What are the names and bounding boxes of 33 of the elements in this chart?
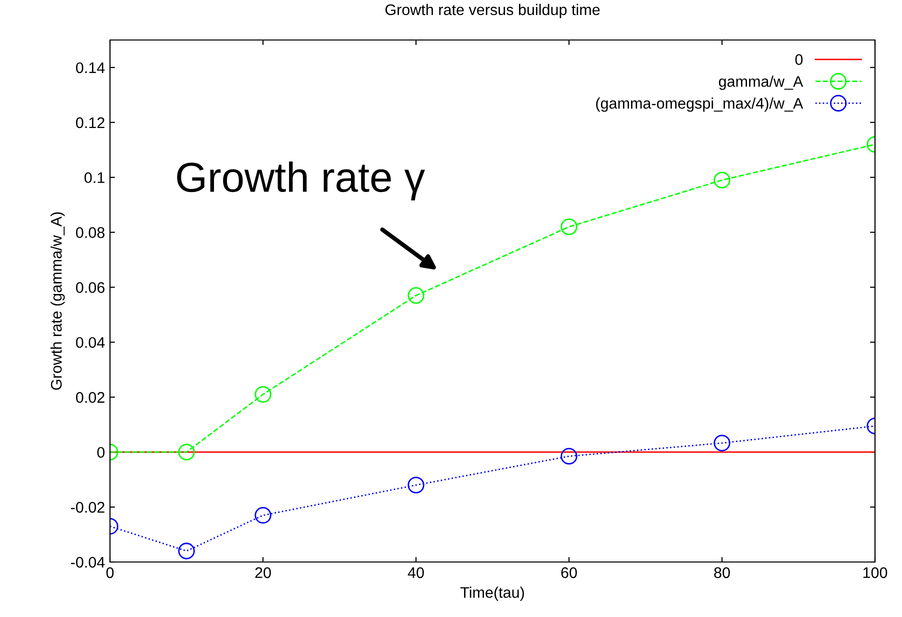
y-tick-label: 0.08: [76, 227, 104, 238]
x-axis-title: Time(tau): [460, 586, 524, 601]
x-tick-label: 20: [255, 567, 271, 578]
point: [178, 542, 195, 560]
point: [714, 434, 730, 452]
x-tick-label: 80: [714, 567, 730, 578]
point: [254, 506, 272, 524]
y-tick-label: 0.04: [76, 337, 105, 348]
point: [254, 386, 272, 403]
x-tick-label: 0: [106, 567, 114, 578]
y-tick-label: 0.02: [76, 392, 104, 403]
point: [560, 218, 578, 236]
x-tick-label: 60: [561, 567, 577, 578]
y-tick-label: 0: [97, 446, 105, 458]
y-tick-label: 0.14: [76, 62, 105, 74]
y-tick-label: 0.1: [84, 172, 104, 184]
y-axis-title: Growth rate (gamma/w_A): [50, 212, 65, 390]
y-tick-label: -0.04: [71, 556, 105, 568]
x-tick-label: 40: [408, 567, 424, 578]
point: [714, 172, 730, 188]
point: [408, 287, 424, 304]
y-tick-label: 0.06: [76, 282, 104, 293]
legend-label: (gamma-omegspi_max/4)/w_A: [596, 98, 804, 112]
point: [408, 476, 424, 494]
x-tick-label: 100: [863, 567, 888, 578]
annotation: Growth rate γ: [177, 162, 425, 200]
legend-label: gamma/w_A: [718, 76, 804, 90]
chart-title: Growth rate versus buildup time: [385, 4, 600, 18]
point: [560, 448, 578, 465]
point: [178, 444, 195, 460]
y-tick-label: 0.12: [76, 117, 104, 128]
legend-label: 0: [795, 54, 803, 65]
y-tick-label: -0.02: [71, 502, 104, 513]
